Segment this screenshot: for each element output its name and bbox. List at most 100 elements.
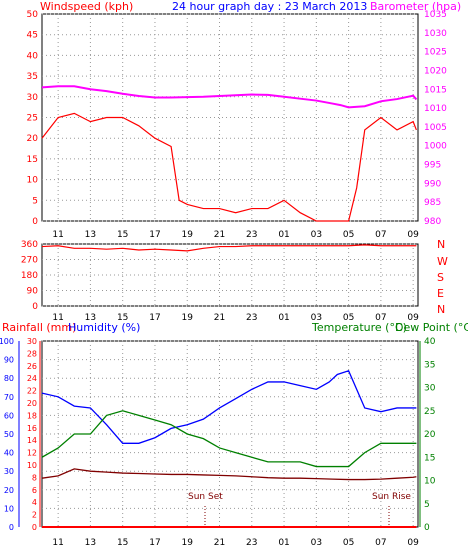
- humidity-y-tick: 50: [4, 430, 14, 439]
- wind-y-tick: 25: [27, 114, 38, 124]
- x-tick-label: 17: [149, 230, 160, 240]
- series-line-windspeed-kph-: [41, 112, 417, 222]
- wind-axis-title: Windspeed (kph): [40, 0, 133, 13]
- wind-y-tick: 50: [27, 10, 39, 20]
- x-tick-label: 05: [343, 230, 354, 240]
- temperature-y-tick: 35: [424, 360, 435, 370]
- baro-y-tick: 990: [424, 179, 441, 189]
- x-tick-label: 11: [52, 313, 63, 323]
- sunrise-annotation: Sun Rise: [372, 492, 411, 502]
- baro-y-tick: 1005: [424, 123, 447, 133]
- direction-y-tick: 0: [32, 302, 38, 312]
- humidity-y-tick: 60: [4, 411, 14, 420]
- baro-y-tick: 995: [424, 161, 441, 171]
- sunset-annotation: Sun Set: [188, 492, 223, 502]
- baro-y-tick: 1020: [424, 66, 447, 76]
- x-tick-label: 13: [85, 313, 96, 323]
- humidity-y-tick: 70: [4, 393, 14, 402]
- x-tick-label: 21: [214, 313, 225, 323]
- x-tick-label: 13: [85, 538, 96, 548]
- temperature-y-tick: 0: [424, 523, 430, 533]
- x-tick-label: 03: [311, 313, 322, 323]
- rainfall-y-tick: 28: [27, 349, 37, 358]
- rainfall-y-tick: 26: [27, 362, 37, 371]
- x-tick-label: 07: [375, 230, 386, 240]
- series-line-dew-point-c-: [41, 468, 417, 481]
- temperature-y-tick: 20: [424, 430, 436, 440]
- x-tick-label: 19: [182, 313, 194, 323]
- rainfall-y-tick: 20: [27, 399, 37, 408]
- wind-y-tick: 30: [27, 93, 39, 103]
- rainfall-y-tick: 0: [32, 523, 37, 532]
- temperature-axis-title: Temperature (°C): [311, 321, 407, 334]
- rainfall-y-tick: 2: [32, 511, 37, 520]
- compass-n-top: N: [437, 238, 445, 251]
- x-tick-label: 05: [343, 538, 354, 548]
- humidity-y-tick: 20: [4, 486, 14, 495]
- rainfall-y-tick: 8: [32, 473, 37, 482]
- direction-y-tick: 180: [21, 271, 38, 281]
- x-tick-label: 19: [182, 538, 194, 548]
- x-tick-label: 09: [407, 230, 419, 240]
- x-tick-label: 05: [343, 313, 354, 323]
- baro-y-tick: 980: [424, 217, 441, 227]
- baro-y-tick: 985: [424, 198, 441, 208]
- x-tick-label: 15: [117, 230, 128, 240]
- x-tick-label: 13: [85, 230, 96, 240]
- humidity-y-tick: 90: [4, 356, 14, 365]
- baro-y-tick: 1025: [424, 48, 447, 58]
- rainfall-y-tick: 4: [32, 498, 37, 507]
- x-tick-label: 01: [278, 313, 289, 323]
- wind-y-tick: 20: [27, 134, 39, 144]
- humidity-y-tick: 10: [4, 504, 14, 513]
- humidity-axis-title: Humidity (%): [68, 321, 140, 334]
- x-tick-label: 15: [117, 538, 128, 548]
- x-tick-label: 11: [52, 230, 63, 240]
- baro-y-tick: 1000: [424, 142, 447, 152]
- x-tick-label: 15: [117, 313, 128, 323]
- series-line-temperature-c-: [41, 410, 417, 468]
- data-series: [41, 85, 418, 528]
- humidity-y-tick: 40: [4, 449, 14, 458]
- rainfall-y-tick: 14: [27, 436, 37, 445]
- x-tick-label: 09: [407, 538, 419, 548]
- x-tick-label: 01: [278, 230, 289, 240]
- rainfall-y-tick: 6: [32, 486, 37, 495]
- compass-n-bottom: N: [437, 303, 445, 316]
- wind-y-tick: 40: [27, 51, 39, 61]
- x-tick-label: 21: [214, 538, 225, 548]
- baro-y-tick: 1010: [424, 104, 447, 114]
- baro-y-tick: 1035: [424, 10, 447, 20]
- x-tick-label: 07: [375, 538, 386, 548]
- baro-axis-title: Barometer (hpa): [370, 0, 461, 13]
- x-tick-label: 01: [278, 538, 289, 548]
- rainfall-y-tick: 22: [27, 387, 37, 396]
- rainfall-y-tick: 18: [27, 411, 37, 420]
- series-line-humidity-: [41, 369, 417, 444]
- rainfall-y-tick: 24: [27, 374, 37, 383]
- compass-e: E: [437, 287, 444, 300]
- temperature-y-tick: 25: [424, 407, 435, 417]
- humidity-y-tick: 30: [4, 467, 14, 476]
- wind-y-tick: 35: [27, 72, 38, 82]
- rainfall-y-tick: 12: [27, 449, 37, 458]
- humidity-y-tick: 0: [9, 523, 14, 532]
- dewpoint-axis-title: Dew Point (°C): [395, 321, 468, 334]
- wind-y-tick: 5: [32, 196, 38, 206]
- temperature-y-tick: 15: [424, 453, 435, 463]
- x-tick-label: 23: [246, 313, 257, 323]
- x-tick-label: 03: [311, 538, 322, 548]
- humidity-y-tick: 80: [4, 374, 14, 383]
- temperature-y-tick: 5: [424, 500, 430, 510]
- x-tick-label: 21: [214, 230, 225, 240]
- direction-y-tick: 270: [21, 256, 38, 266]
- direction-y-tick: 360: [21, 240, 38, 250]
- x-tick-label: 17: [149, 538, 160, 548]
- x-tick-label: 17: [149, 313, 160, 323]
- x-tick-label: 03: [311, 230, 322, 240]
- wind-y-tick: 15: [27, 155, 38, 165]
- temperature-y-tick: 30: [424, 384, 436, 394]
- series-line-barometer-hpa-: [41, 85, 418, 109]
